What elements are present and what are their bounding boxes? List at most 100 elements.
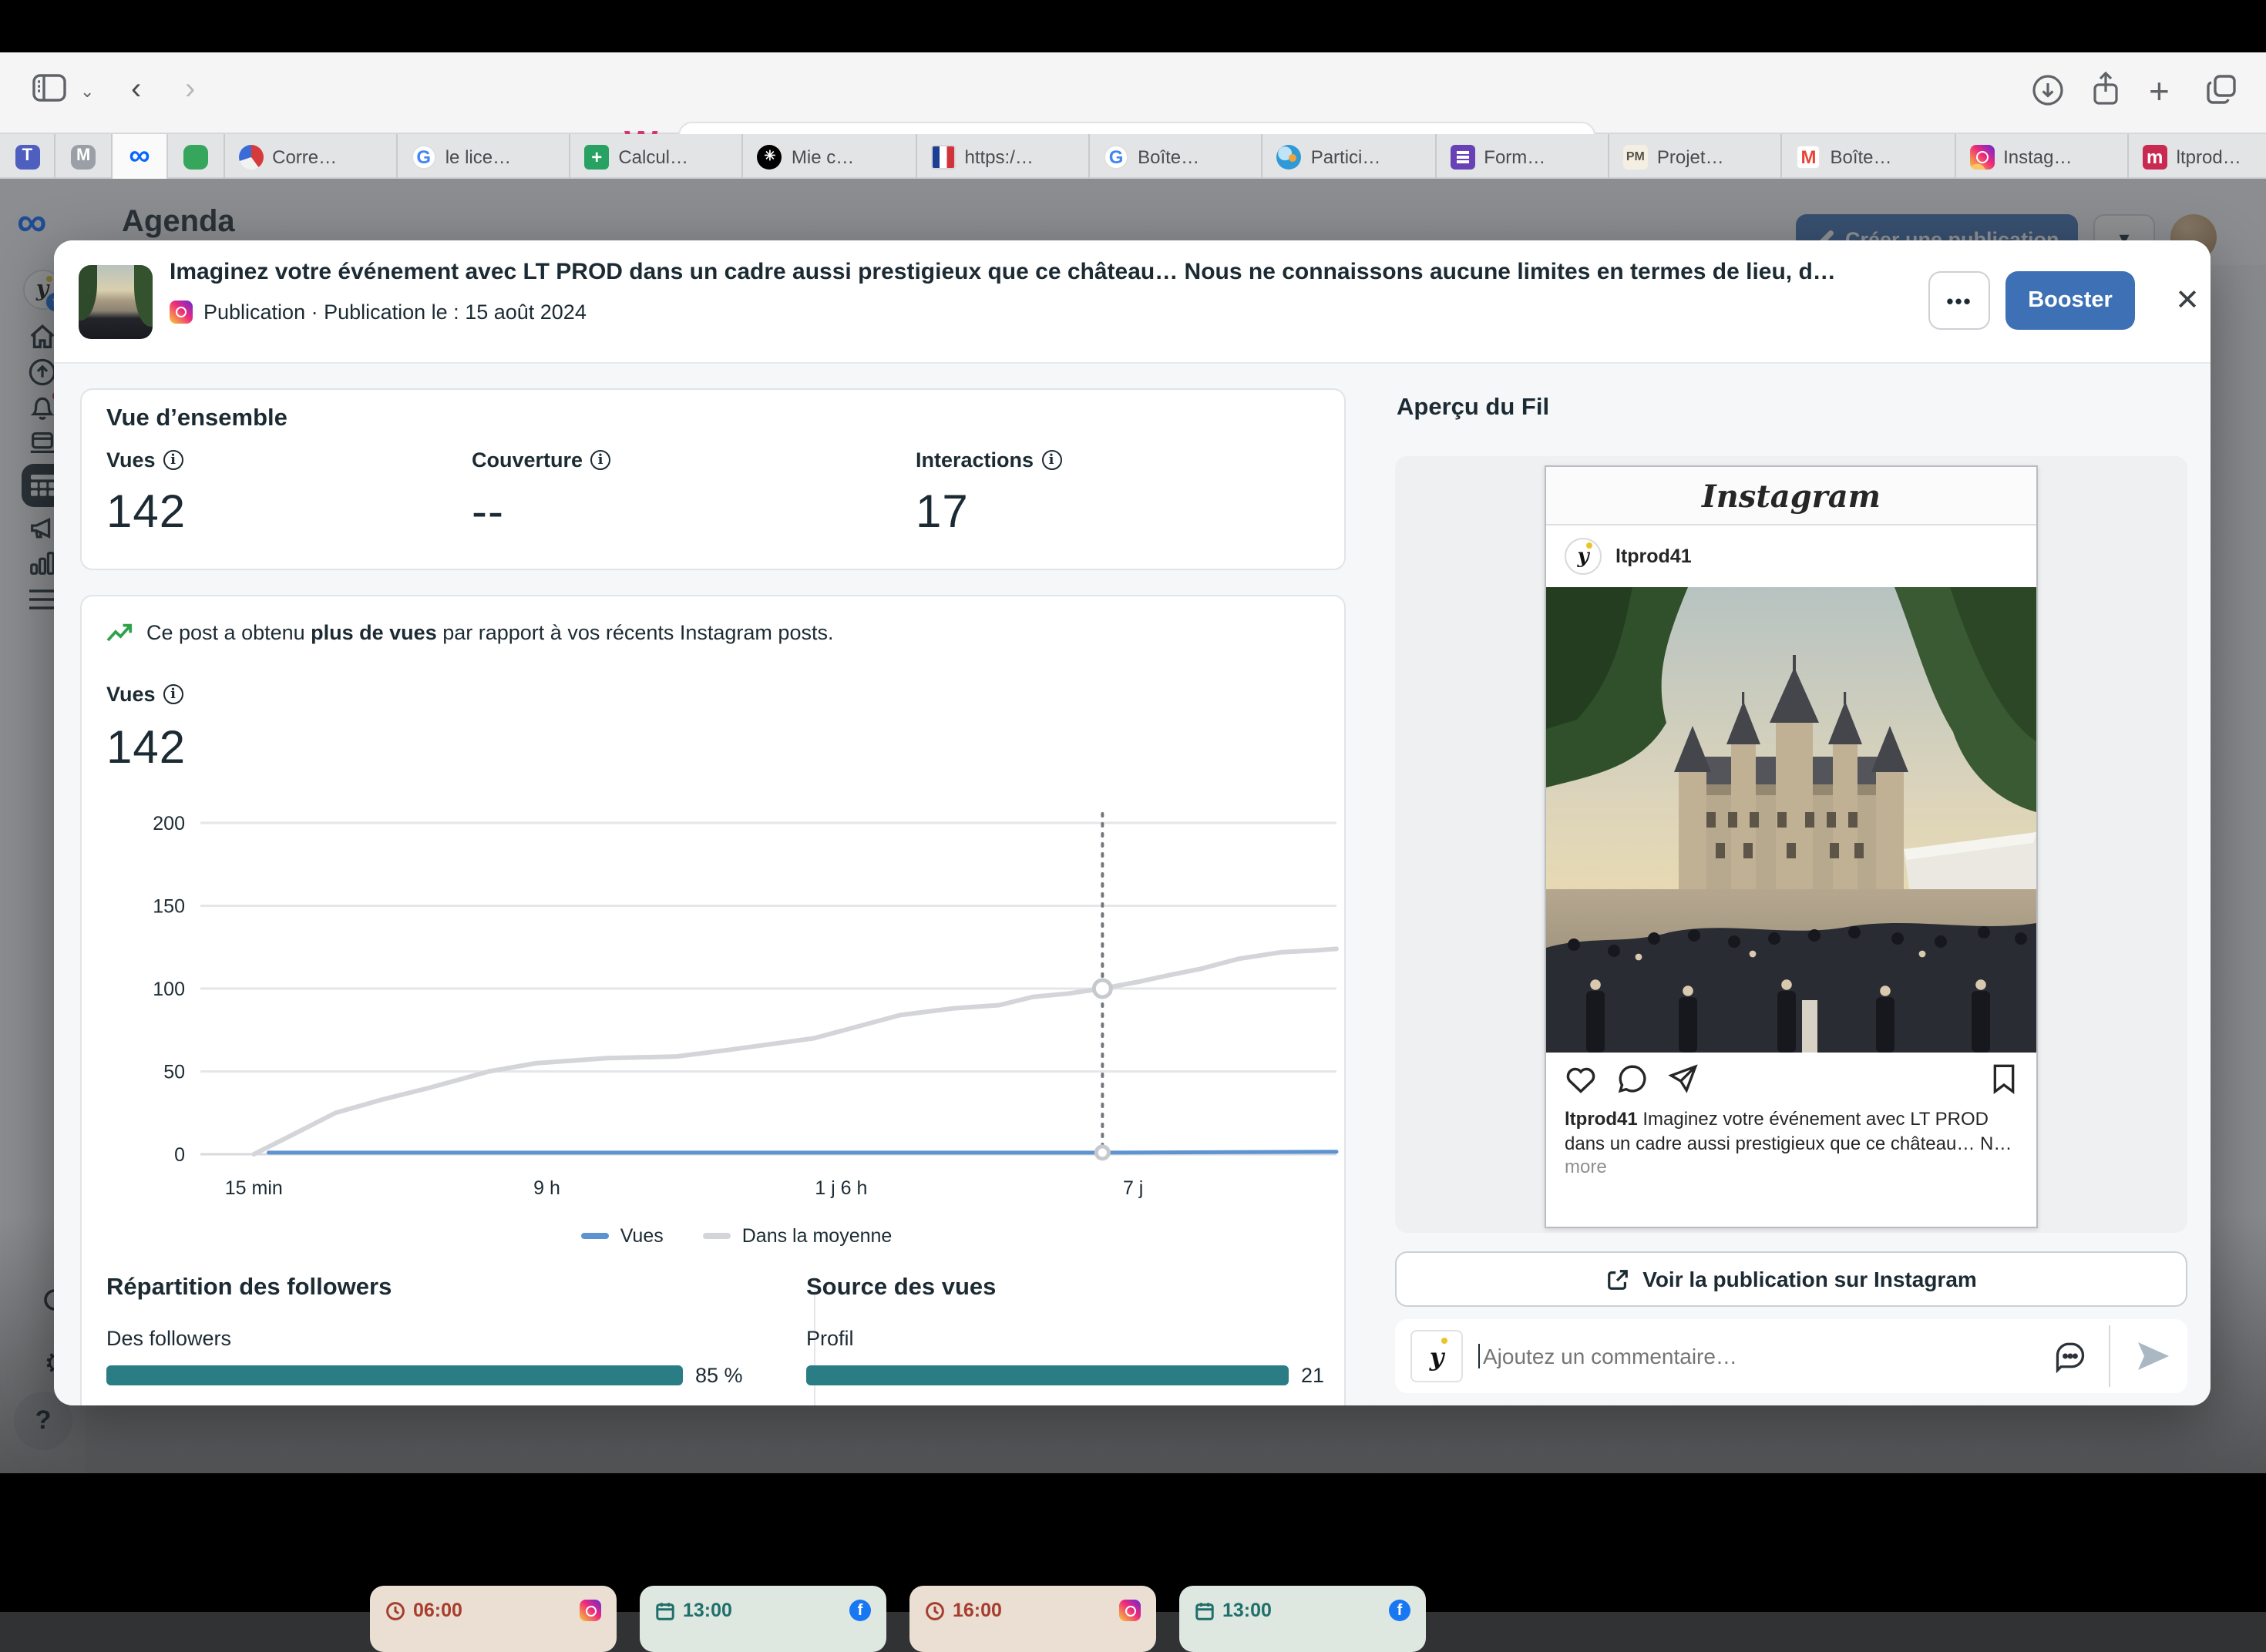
scheduled-time: 13:00: [1222, 1600, 1272, 1621]
close-icon[interactable]: ✕: [2175, 284, 2200, 317]
screen: ⌄ ‹ › W business.facebook.com ↻ + T M ∞ Cor…: [0, 0, 2266, 1473]
share-icon[interactable]: [2090, 71, 2121, 108]
views-source: Source des vues Profil 21: [806, 1274, 1324, 1387]
pinned-tab-green[interactable]: [168, 134, 225, 179]
orb-favicon: [238, 144, 264, 169]
downloads-icon[interactable]: [2032, 74, 2064, 106]
tab-partici[interactable]: Partici…: [1263, 134, 1437, 179]
chart-legend: Vues Dans la moyenne: [120, 1225, 1353, 1247]
facebook-icon: f: [849, 1600, 871, 1621]
gmail-favicon: M: [1796, 144, 1821, 169]
new-tab-icon[interactable]: +: [2149, 71, 2170, 111]
followers-heading: Répartition des followers: [106, 1274, 392, 1301]
tab-form[interactable]: Form…: [1436, 134, 1609, 179]
tab-overview-icon[interactable]: [2206, 74, 2237, 105]
svg-text:0: 0: [174, 1144, 185, 1166]
menu-bar: [0, 0, 2266, 52]
tab-projet[interactable]: PM Projet…: [1609, 134, 1783, 179]
instagram-icon: [580, 1600, 601, 1621]
svg-text:200: 200: [153, 813, 185, 834]
scheduled-post-card[interactable]: 13:00 f: [1179, 1586, 1426, 1652]
tab-label: Boîte…: [1830, 146, 1892, 167]
caption-more-link[interactable]: more: [1565, 1156, 1607, 1178]
comment-icon[interactable]: [1617, 1063, 1648, 1094]
comment-input[interactable]: [1478, 1344, 2053, 1368]
tab-label: Corre…: [272, 146, 338, 167]
legend-vues: Vues: [581, 1225, 664, 1247]
sidebar-toggle-icon[interactable]: [32, 74, 66, 102]
meta-favicon: ∞: [129, 140, 150, 173]
comment-bubble-icon[interactable]: [2053, 1339, 2087, 1373]
teams-favicon: T: [15, 144, 40, 169]
svg-text:15 min: 15 min: [225, 1177, 283, 1199]
info-icon[interactable]: i: [163, 450, 183, 470]
views-value: 142: [106, 723, 187, 774]
tab-label: https:/…: [964, 146, 1034, 167]
instagram-wordmark: Instagram: [1546, 467, 2036, 525]
instagram-post-card: Instagram y ltprod41: [1545, 465, 2038, 1228]
m-favicon: M: [71, 144, 96, 169]
pinned-tab-meta[interactable]: ∞: [112, 134, 169, 179]
comment-avatar: y: [1410, 1330, 1463, 1382]
tab-bote[interactable]: M Boîte…: [1782, 134, 1956, 179]
instagram-favicon: [1969, 144, 1995, 169]
pinned-tab-m[interactable]: M: [56, 134, 113, 179]
external-link-icon: [1607, 1269, 1628, 1289]
booster-button[interactable]: Booster: [2005, 271, 2135, 330]
bookmark-icon[interactable]: [1990, 1063, 2018, 1094]
send-icon[interactable]: [2135, 1339, 2172, 1373]
metric-value: --: [472, 487, 504, 538]
progress-bar: [106, 1365, 683, 1385]
openai-favicon: ✳: [757, 144, 782, 169]
post-thumbnail: [79, 265, 153, 339]
scheduled-post-card[interactable]: 16:00: [909, 1586, 1156, 1652]
scheduled-post-card[interactable]: 13:00 f: [640, 1586, 886, 1652]
tab-bote[interactable]: G Boîte…: [1090, 134, 1263, 179]
svg-text:9 h: 9 h: [533, 1177, 560, 1199]
green-favicon: [183, 144, 208, 169]
tab-calcul[interactable]: + Calcul…: [570, 134, 744, 179]
feed-preview-heading: Aperçu du Fil: [1397, 395, 1550, 421]
bar-value: 85 %: [695, 1364, 743, 1387]
scheduled-post-card[interactable]: 06:00: [370, 1586, 617, 1652]
info-icon[interactable]: i: [590, 450, 611, 470]
tab-label: le lice…: [445, 146, 512, 167]
post-username[interactable]: ltprod41: [1615, 546, 1692, 567]
modal-header: Imaginez votre événement avec LT PROD da…: [54, 240, 2211, 364]
post-user-avatar[interactable]: y: [1565, 538, 1602, 575]
info-icon[interactable]: i: [1041, 450, 1062, 470]
back-icon[interactable]: ‹: [131, 72, 142, 106]
share-plane-icon[interactable]: [1668, 1063, 1699, 1094]
overview-card: Vue d’ensemble Vues i 142 Couverture i -- Inte…: [80, 388, 1346, 570]
scheduled-time: 13:00: [683, 1600, 732, 1621]
pinned-tab-teams[interactable]: T: [0, 134, 56, 179]
metric-value: 142: [106, 487, 187, 538]
scheduled-time: 06:00: [413, 1600, 462, 1621]
tab-label: Calcul…: [618, 146, 689, 167]
toolbar-chevron-down-icon[interactable]: ⌄: [80, 83, 95, 102]
metric-couverture: Couverture i --: [472, 448, 611, 539]
tab-ltprod[interactable]: m ltprod…: [2129, 134, 2266, 179]
tab-https[interactable]: https:/…: [917, 134, 1091, 179]
metric-vues: Vues i 142: [106, 448, 187, 538]
forward-icon[interactable]: ›: [185, 72, 196, 106]
metric-value: 17: [916, 487, 969, 538]
chart-svg: 0 50 100 150 200 15 min 9 h 1 j 6 h 7 j: [153, 812, 1339, 1199]
more-options-button[interactable]: •••: [1928, 271, 1990, 330]
followers-breakdown: Répartition des followers Des followers 8…: [106, 1274, 769, 1405]
tab-miec[interactable]: ✳ Mie c…: [744, 134, 917, 179]
tab-label: Partici…: [1310, 146, 1381, 167]
like-heart-icon[interactable]: [1565, 1064, 1597, 1093]
trend-note: Ce post a obtenu plus de vues par rappor…: [106, 621, 833, 644]
tab-corre[interactable]: Corre…: [224, 134, 398, 179]
bluecircle-favicon: [1276, 144, 1302, 169]
tab-instag[interactable]: Instag…: [1955, 134, 2129, 179]
view-on-instagram-button[interactable]: Voir la publication sur Instagram: [1395, 1251, 2187, 1307]
info-icon[interactable]: i: [163, 684, 183, 704]
post-insights-modal: Imaginez votre événement avec LT PROD da…: [54, 240, 2211, 1405]
overview-heading: Vue d’ensemble: [106, 405, 287, 431]
mred-favicon: m: [2142, 144, 2167, 169]
progress-bar: [806, 1365, 1289, 1385]
post-subtitle: Publication · Publication le : 15 août 2…: [170, 301, 587, 324]
